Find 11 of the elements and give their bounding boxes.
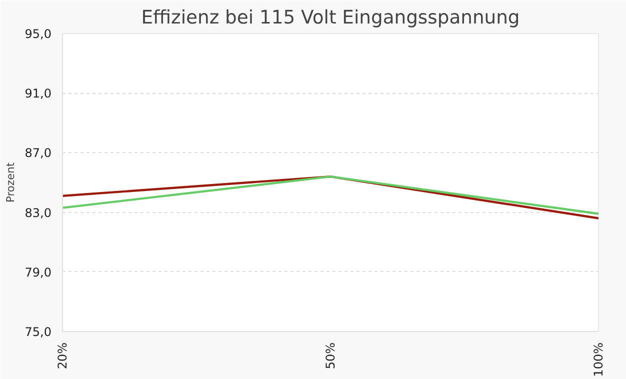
x-tick-label: 100% (592, 342, 606, 377)
chart-title: Effizienz bei 115 Volt Eingangsspannung (141, 8, 520, 28)
x-tick-label: 50% (324, 342, 338, 370)
y-tick-label: 75,0 (24, 325, 52, 339)
y-tick-label: 79,0 (24, 265, 52, 280)
y-axis-title: Prozent (4, 162, 17, 202)
y-tick-label: 91,0 (24, 86, 52, 101)
y-tick-label: 83,0 (24, 206, 52, 220)
x-tick-label: 20% (56, 342, 70, 370)
y-tick-label: 87,0 (24, 146, 52, 160)
y-tick-label: 95,0 (24, 27, 52, 41)
